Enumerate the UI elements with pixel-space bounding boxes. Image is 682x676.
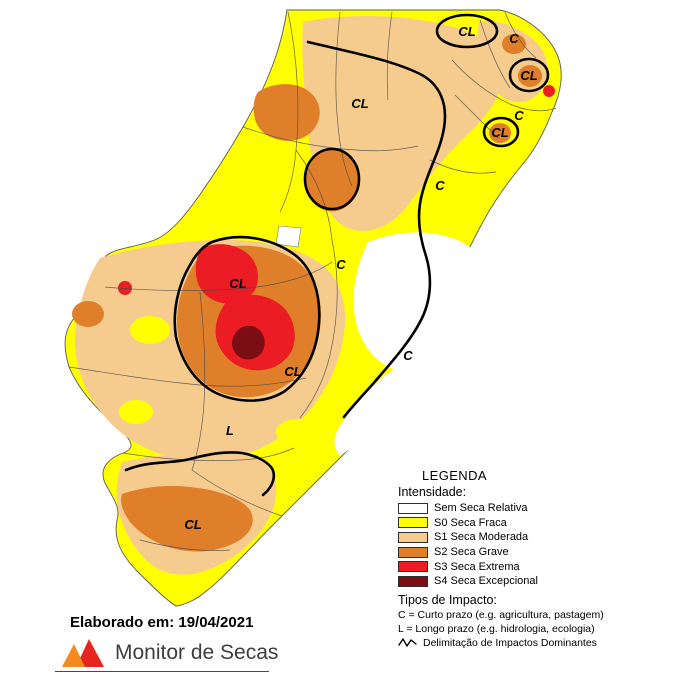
- s2-region: [502, 34, 526, 54]
- swatch-s2: [398, 546, 428, 558]
- s3-region: [118, 281, 132, 295]
- no-drought-region: [334, 365, 420, 456]
- impact-type-label: CL: [184, 517, 201, 532]
- impact-type-label: CL: [284, 364, 301, 379]
- state-boundary-line: [479, 19, 511, 89]
- legend-item-label: S0 Seca Fraca: [434, 516, 507, 529]
- state-boundary-line: [242, 126, 419, 152]
- impact-contour: [303, 147, 361, 211]
- impact-type-label: CL: [229, 276, 246, 291]
- state-boundary-line: [451, 59, 557, 112]
- s2-region: [518, 65, 542, 87]
- squiggle-line-icon: [398, 638, 417, 648]
- impact-contour: [173, 235, 321, 402]
- impact-labels: CL C CL CL C CL C C CL C CL L CL: [184, 24, 537, 532]
- s4-excepcional-region: [231, 325, 265, 360]
- s2-region: [306, 149, 360, 212]
- no-drought-regions: [275, 225, 490, 456]
- swatch-s1: [398, 532, 428, 544]
- state-boundary-line: [386, 11, 393, 101]
- s0-pocket: [276, 419, 320, 445]
- legend-item-label: S3 Seca Extrema: [434, 560, 520, 573]
- state-boundary-line: [122, 447, 295, 461]
- swatch-s4: [398, 576, 428, 588]
- state-boundary-line: [299, 239, 338, 419]
- state-boundary-line: [429, 159, 497, 174]
- impact-type-label: C: [435, 178, 445, 193]
- legend-item: S4 Seca Excepcional: [398, 575, 680, 588]
- impact-type-line: C = Curto prazo (e.g. agricultura, pasta…: [398, 608, 604, 621]
- swatch-s0: [398, 517, 428, 529]
- intensity-heading: Intensidade:: [398, 485, 467, 499]
- no-drought-region: [353, 232, 490, 374]
- legend-item-label: Sem Seca Relativa: [434, 502, 528, 514]
- delimitation-row: Delimitação de Impactos Dominantes: [398, 637, 680, 649]
- s0-pocket: [130, 316, 170, 344]
- impact-types-heading: Tipos de Impacto:: [398, 592, 497, 607]
- s3-region: [543, 85, 555, 97]
- state-boundary-line: [68, 366, 307, 387]
- legend-item: S3 Seca Extrema: [398, 561, 680, 574]
- legend-item: S0 Seca Fraca: [398, 517, 680, 530]
- impact-contour: [435, 13, 499, 49]
- impact-type-line: L = Longo prazo (e.g. hidrologia, ecolog…: [398, 622, 595, 635]
- legend-item: Sem Seca Relativa: [398, 502, 680, 515]
- impact-contour: [306, 40, 447, 419]
- legend-title: LEGENDA: [422, 468, 487, 483]
- legend-item-label: S4 Seca Excepcional: [434, 575, 538, 588]
- legend-item: S2 Seca Grave: [398, 546, 680, 559]
- state-boundary-line: [191, 291, 206, 471]
- s2-region: [72, 301, 104, 327]
- delimitation-label: Delimitação de Impactos Dominantes: [423, 636, 597, 649]
- impact-type-label: C: [336, 257, 346, 272]
- impact-type-label: C: [514, 108, 524, 123]
- s2-region: [120, 486, 253, 552]
- s0-pockets: [119, 316, 320, 445]
- swatch-s3: [398, 561, 428, 573]
- monitor-de-secas-logo-icon: [62, 639, 104, 667]
- impact-contour: [482, 116, 520, 148]
- impact-type-label: L: [226, 423, 234, 438]
- state-boundary-line: [191, 469, 283, 517]
- brand: Monitor de Secas: [60, 638, 278, 668]
- impact-type-label: CL: [458, 24, 475, 39]
- impact-contour: [124, 451, 276, 497]
- no-drought-region: [275, 225, 302, 248]
- impact-type-label: CL: [491, 125, 508, 140]
- swatch-none: [398, 502, 428, 514]
- impact-delimitation-lines: [124, 13, 550, 497]
- impact-type-label: C: [403, 348, 413, 363]
- state-boundary-line: [279, 11, 299, 213]
- impact-type-label: CL: [351, 96, 368, 111]
- brand-name: Monitor de Secas: [115, 641, 279, 664]
- state-boundary-line: [335, 11, 353, 187]
- s2-region: [253, 84, 320, 141]
- state-boundary-line: [104, 261, 333, 291]
- legend: LEGENDA Intensidade: Sem Seca Relativa S…: [398, 468, 680, 649]
- state-boundaries: [68, 11, 557, 551]
- state-boundary-line: [295, 149, 333, 241]
- s0-pocket: [119, 400, 153, 424]
- legend-item-label: S1 Seca Moderada: [434, 531, 529, 544]
- bottom-divider: [55, 671, 269, 672]
- state-boundary-line: [504, 11, 537, 59]
- state-boundary-line: [139, 539, 231, 551]
- state-boundary-line: [454, 94, 499, 139]
- elaboration-date: Elaborado em: 19/04/2021: [70, 614, 254, 631]
- impact-type-label: CL: [520, 68, 537, 83]
- impact-type-label: C: [509, 31, 519, 46]
- s2-region: [489, 123, 511, 143]
- impact-contour: [508, 57, 550, 93]
- legend-item: S1 Seca Moderada: [398, 531, 680, 544]
- legend-item-label: S2 Seca Grave: [434, 545, 509, 558]
